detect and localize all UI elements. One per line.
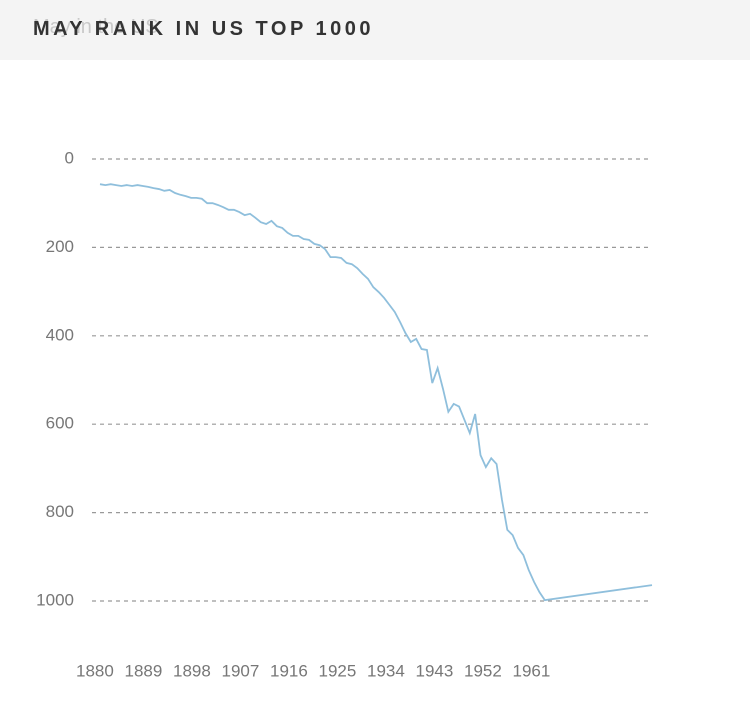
y-tick-label: 0 <box>65 148 74 167</box>
y-tick-label: 400 <box>46 325 74 344</box>
y-tick-label: 800 <box>46 502 74 521</box>
x-tick-label: 1898 <box>173 661 211 680</box>
chart: 0 200 400 600 800 1000 1880 1889 1898 1907 1916 192… <box>36 148 653 680</box>
x-tick-label: 1907 <box>222 661 260 680</box>
x-tick-label: 1961 <box>513 661 551 680</box>
ghost-label: May in the US <box>33 16 159 38</box>
line <box>99 183 653 602</box>
x-tick-label: 1889 <box>125 661 163 680</box>
x-tick-label: 1952 <box>464 661 502 680</box>
chart-title: MAY RANK IN US TOP 1000 <box>33 18 374 40</box>
y-tick-label: 200 <box>46 237 74 256</box>
x-tick-label: 1880 <box>76 661 114 680</box>
x-tick-label: 1943 <box>416 661 454 680</box>
x-tick-label: 1925 <box>319 661 357 680</box>
x-tick-label: 1916 <box>270 661 308 680</box>
x-tick-label: 1934 <box>367 661 405 680</box>
y-tick-label: 600 <box>46 414 74 433</box>
header: May in the US MAY RANK IN US TOP 1000 <box>0 0 750 60</box>
y-tick-label: 1000 <box>36 590 74 609</box>
